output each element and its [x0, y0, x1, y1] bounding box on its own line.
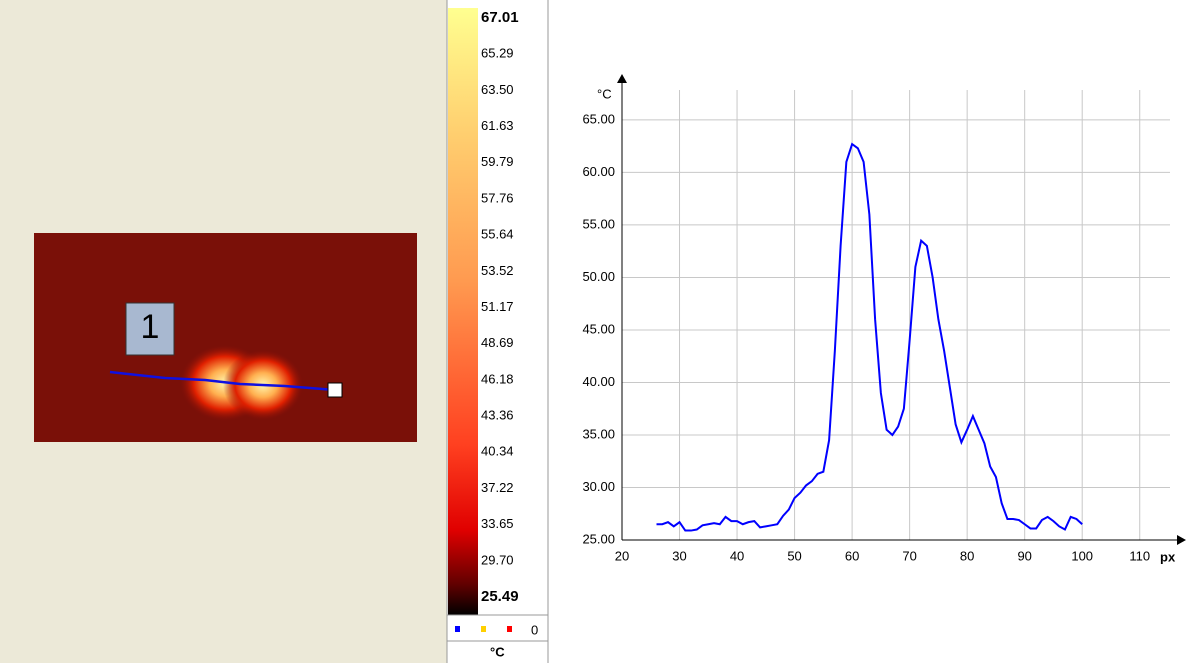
- x-tick-label: 70: [902, 548, 916, 563]
- colorbar-label: 65.29: [481, 46, 514, 61]
- colorbar-label: 63.50: [481, 82, 514, 97]
- colorbar-label: 37.22: [481, 480, 514, 495]
- colorbar-label: 57.76: [481, 190, 514, 205]
- x-axis-label: px: [1160, 549, 1176, 564]
- x-tick-label: 50: [787, 548, 801, 563]
- y-tick-label: 55.00: [582, 216, 615, 231]
- line-handle[interactable]: [328, 383, 342, 397]
- page: 1 0 °C 67.01 65.29 63.50 61.63 59.79 57.76 55.…: [0, 0, 1195, 668]
- colorbar-label: 46.18: [481, 371, 514, 386]
- data-line: [657, 144, 1083, 530]
- y-tick-label: 35.00: [582, 426, 615, 441]
- colorbar-label: 40.34: [481, 444, 514, 459]
- y-tick-label: 50.00: [582, 269, 615, 284]
- y-tick-label: 40.00: [582, 374, 615, 389]
- x-tick-label: 60: [845, 548, 859, 563]
- x-tick-label: 110: [1129, 548, 1150, 563]
- y-axis-label: °C: [597, 86, 612, 101]
- colorbar-label: 43.36: [481, 408, 514, 423]
- legend-swatch: [507, 626, 512, 632]
- colorbar-label: 33.65: [481, 516, 514, 531]
- colorbar-label: 48.69: [481, 335, 514, 350]
- y-tick-label: 65.00: [582, 111, 615, 126]
- colorbar-label: 29.70: [481, 552, 514, 567]
- roi-label: 1: [141, 308, 160, 346]
- colorbar-label: 67.01: [481, 9, 519, 26]
- x-tick-label: 80: [960, 548, 974, 563]
- unit-label: °C: [490, 644, 505, 659]
- colorbar: [448, 8, 478, 615]
- colorbar-label: 55.64: [481, 227, 514, 242]
- x-tick-label: 40: [730, 548, 744, 563]
- legend-count: 0: [531, 622, 538, 637]
- x-tick-label: 90: [1017, 548, 1031, 563]
- x-tick-label: 20: [615, 548, 629, 563]
- y-tick-label: 25.00: [582, 531, 615, 546]
- screen: 1 0 °C 67.01 65.29 63.50 61.63 59.79 57.76 55.…: [0, 0, 1195, 663]
- legend-swatch: [481, 626, 486, 632]
- x-tick-label: 30: [672, 548, 686, 563]
- arrow: [1177, 535, 1186, 545]
- colorbar-label: 51.17: [481, 299, 514, 314]
- arrow: [617, 74, 627, 83]
- colorbar-label: 53.52: [481, 263, 514, 278]
- y-tick-label: 60.00: [582, 164, 615, 179]
- x-tick-label: 100: [1071, 548, 1093, 563]
- y-tick-label: 45.00: [582, 321, 615, 336]
- colorbar-label: 61.63: [481, 118, 514, 133]
- y-tick-label: 30.00: [582, 479, 615, 494]
- colorbar-label: 25.49: [481, 588, 519, 605]
- colorbar-label: 59.79: [481, 154, 514, 169]
- legend-swatch: [455, 626, 460, 632]
